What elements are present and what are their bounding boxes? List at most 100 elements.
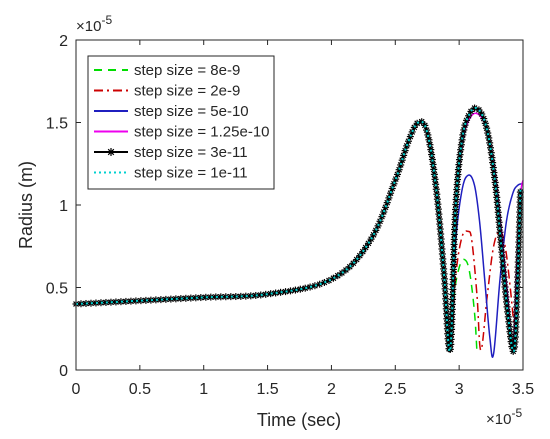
y-exponent-label: ×10-5 [76, 13, 112, 35]
series-5-marker-81 [400, 151, 408, 159]
y-axis-ticks: 0 0.5 1 1.5 2 [46, 33, 523, 380]
legend-item: step size = 2e-9 [94, 83, 240, 100]
legend-item: step size = 8e-9 [94, 62, 240, 79]
series-5-marker-44 [291, 286, 299, 294]
series-5-marker-51 [325, 276, 333, 284]
legend-label: step size = 8e-9 [134, 62, 240, 79]
series-5-marker-40 [272, 289, 280, 297]
series-5-marker-14 [142, 296, 150, 304]
series-5-marker-99 [430, 165, 438, 173]
x-tick-label: 3.5 [512, 381, 534, 398]
legend-item: step size = 1e-11 [94, 165, 248, 182]
series-5-marker-165 [452, 200, 460, 208]
series-5-marker-196 [488, 154, 496, 162]
series-5-marker-207 [494, 208, 502, 216]
series-5-marker-157 [450, 240, 458, 248]
series-5-marker-109 [435, 215, 443, 223]
series-5-marker-108 [435, 210, 443, 218]
series-5-marker-137 [447, 340, 455, 348]
x-tick-label: 0 [72, 381, 81, 398]
series-5-marker-43 [286, 287, 294, 295]
x-tick-label: 2.5 [384, 381, 406, 398]
series-5-marker-27 [207, 293, 215, 301]
series-5-marker-221 [501, 278, 509, 286]
series-5-marker-251 [514, 268, 522, 276]
x-exponent-label: ×10-5 [486, 406, 522, 428]
series-5-marker-146 [449, 295, 457, 303]
series-5-marker-53 [334, 272, 342, 280]
x-axis-label: Time (sec) [257, 410, 341, 430]
x-exponent: -5 [511, 406, 522, 420]
series-5-marker-55 [342, 266, 350, 274]
legend-item: step size = 5e-10 [94, 103, 249, 120]
series-5-marker-213 [497, 238, 505, 246]
x-multiplier: ×10 [486, 411, 511, 428]
series-5-marker-122 [441, 280, 449, 288]
legend-item: step size = 3e-11 [94, 144, 248, 161]
series-5-marker-168 [453, 186, 461, 194]
series-5-marker-89 [418, 118, 426, 126]
series-5-marker-17 [157, 296, 165, 304]
series-5-marker-211 [496, 228, 504, 236]
series-5-marker-170 [454, 176, 462, 184]
series-5-marker-177 [457, 141, 465, 149]
series-line-6 [75, 106, 522, 353]
series-5-marker-161 [451, 220, 459, 228]
series-5-marker-174 [455, 156, 463, 164]
series-5-marker-103 [432, 185, 440, 193]
series-5-marker-203 [492, 188, 500, 196]
series-5-marker-41 [277, 288, 285, 296]
series-5-marker-118 [439, 260, 447, 268]
series-line-1 [75, 120, 478, 354]
series-5-marker-252 [514, 263, 522, 271]
series-5-marker-87 [410, 123, 418, 131]
series-5-marker-106 [434, 200, 442, 208]
y-tick-label: 0.5 [46, 281, 68, 298]
series-5-marker-191 [484, 129, 492, 137]
x-axis-ticks: 0 0.5 1 1.5 2 2.5 3 3.5 [72, 40, 534, 398]
series-5-marker-199 [490, 169, 498, 177]
x-tick-label: 0.5 [129, 381, 151, 398]
series-5-marker-104 [433, 190, 441, 198]
series-5-marker-15 [147, 296, 155, 304]
y-tick-label: 0 [59, 363, 68, 380]
y-tick-label: 1 [59, 198, 68, 215]
series-5-marker-262 [516, 213, 524, 221]
series-5-marker-54 [338, 269, 346, 277]
series-5-marker-197 [489, 159, 497, 167]
series-5-marker-239 [512, 328, 520, 336]
series-5-marker-227 [504, 308, 512, 316]
x-tick-label: 1 [199, 381, 208, 398]
series-5-marker-39 [267, 290, 275, 298]
series-5-marker-205 [493, 198, 501, 206]
series-5-marker-46 [301, 284, 309, 292]
series-5-marker-225 [503, 298, 510, 306]
series-5-marker-125 [442, 295, 450, 303]
series-5-marker-246 [513, 293, 521, 301]
series-5-marker-192 [485, 134, 493, 142]
series-5-marker-94 [426, 141, 434, 149]
legend-label: step size = 1.25e-10 [134, 124, 270, 141]
series-5-marker-100 [430, 170, 438, 178]
series-5-marker-159 [450, 230, 458, 238]
series-5-marker-204 [493, 193, 501, 201]
x-tick-label: 2 [327, 381, 336, 398]
series-5-marker-123 [441, 285, 449, 293]
y-axis-label: Radius (m) [16, 161, 36, 249]
x-tick-label: 3 [455, 381, 464, 398]
series-5-marker-200 [491, 174, 499, 181]
series-5-marker-80 [398, 156, 406, 164]
legend-box [87, 55, 275, 190]
legend-label: step size = 2e-9 [134, 83, 240, 100]
series-5-marker-96 [428, 151, 436, 159]
legend-label: step size = 3e-11 [134, 144, 248, 161]
y-exponent: -5 [101, 13, 112, 27]
series-5-marker-56 [346, 263, 354, 271]
series-5-marker-184 [467, 107, 475, 115]
series-5-marker-149 [449, 280, 457, 288]
series-5-marker-158 [450, 235, 458, 243]
legend: step size = 8e-9 step size = 2e-9 step siz… [87, 55, 275, 190]
series-layer [72, 104, 524, 358]
series-5-marker-193 [486, 139, 494, 147]
